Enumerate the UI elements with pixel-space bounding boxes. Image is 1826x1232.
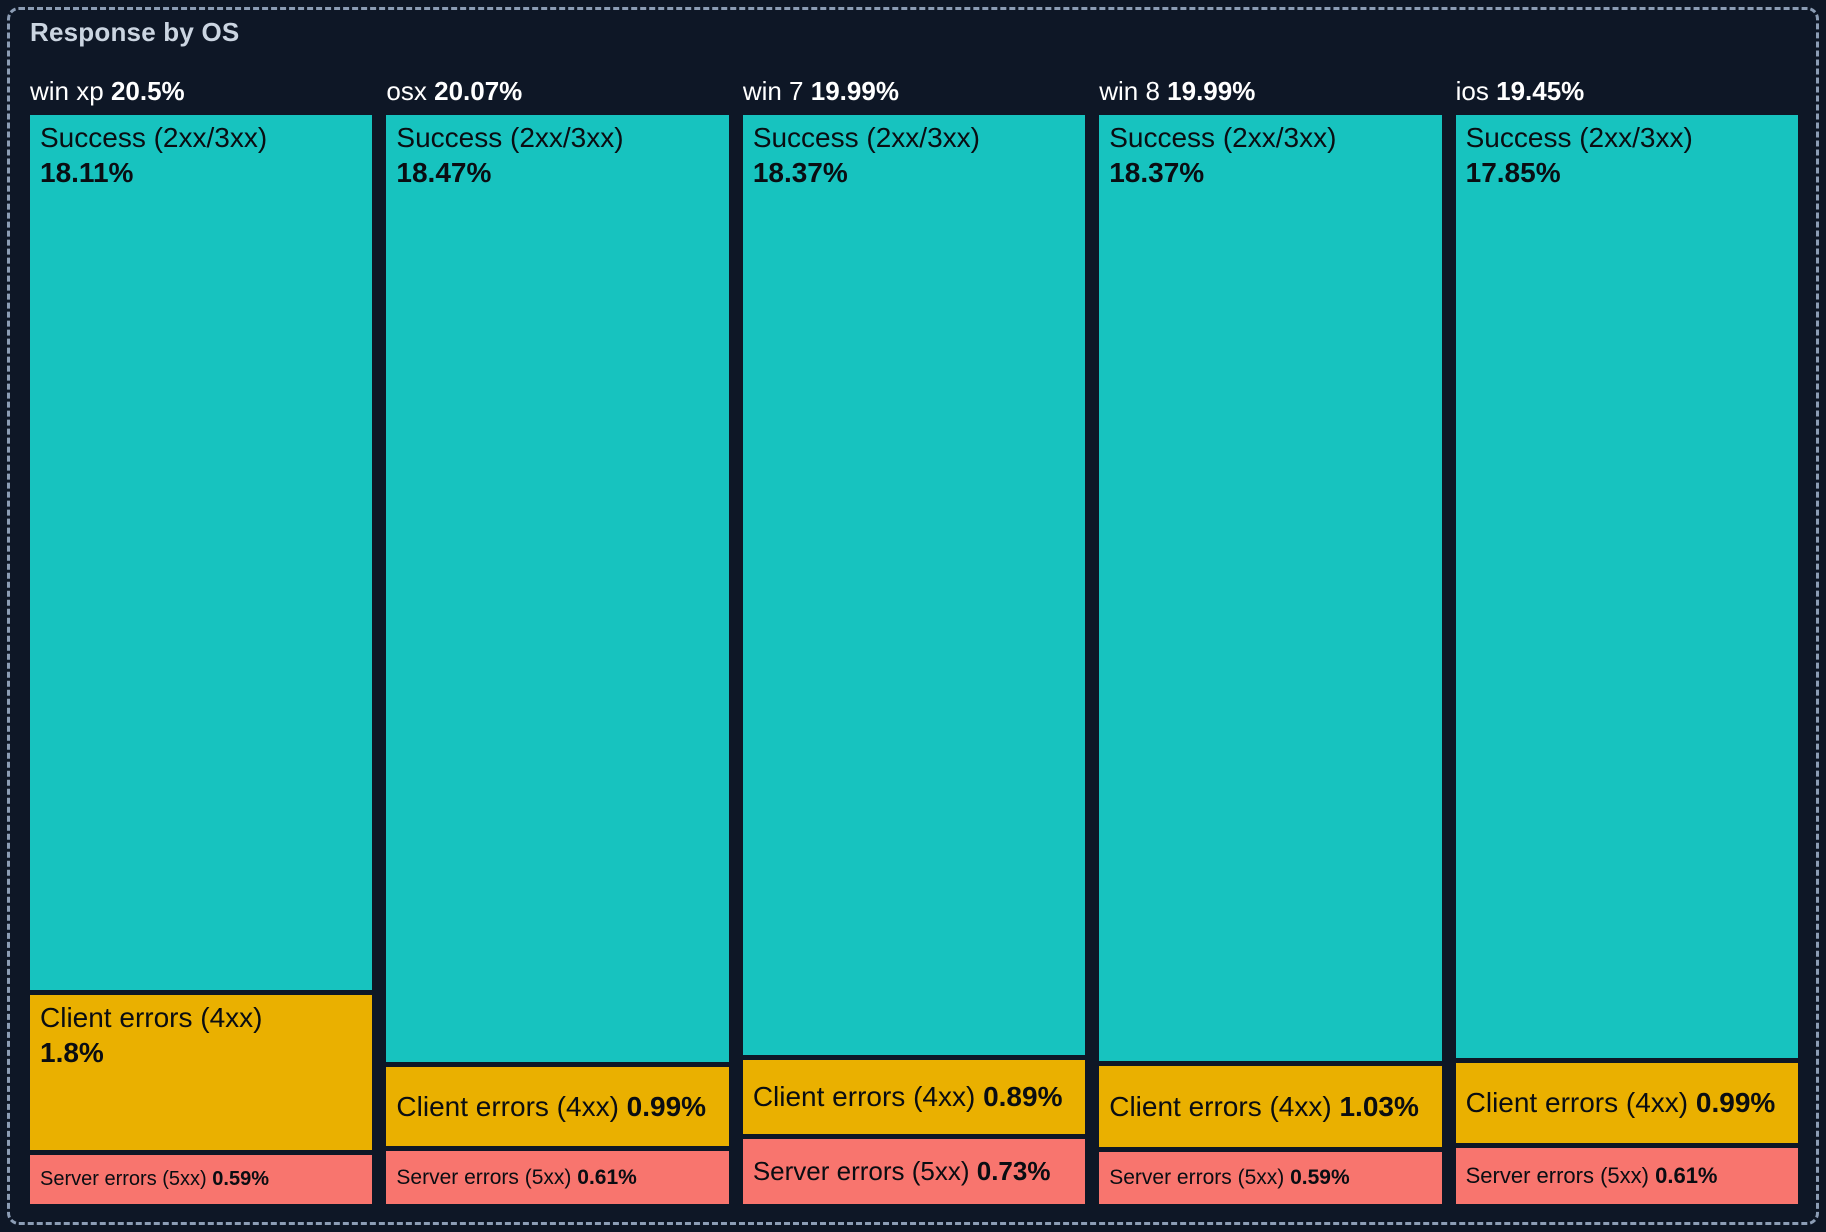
- segment-name: Server errors (5xx): [752, 1155, 970, 1186]
- treemap-segment-success[interactable]: Success (2xx/3xx) 17.85%: [1455, 115, 1799, 1059]
- treemap-column-ios: ios 19.45% Success (2xx/3xx) 17.85% Client …: [1455, 76, 1799, 1205]
- column-total-percent: 19.99%: [1167, 76, 1256, 106]
- column-total-percent: 20.07%: [434, 76, 523, 106]
- segment-percent: 0.99%: [1695, 1087, 1776, 1119]
- column-stack: Success (2xx/3xx) 18.37% Client errors (4x…: [742, 115, 1086, 1204]
- segment-percent: 0.61%: [1655, 1163, 1718, 1189]
- column-stack: Success (2xx/3xx) 17.85% Client errors (4x…: [1455, 115, 1799, 1205]
- column-total-percent: 19.45%: [1496, 76, 1585, 106]
- treemap-segment-success[interactable]: Success (2xx/3xx) 18.11%: [30, 115, 373, 991]
- segment-name: Success (2xx/3xx): [1465, 122, 1693, 153]
- column-label: win 8 19.99%: [1099, 76, 1441, 115]
- segment-percent: 1.8%: [40, 1037, 104, 1069]
- segment-percent: 1.03%: [1339, 1090, 1419, 1122]
- column-total-percent: 20.5%: [110, 76, 185, 106]
- treemap-columns: win xp 20.5% Success (2xx/3xx) 18.11% Clien…: [30, 76, 1799, 1205]
- segment-name: Client errors (4xx): [1465, 1087, 1689, 1119]
- treemap-segment-server_errors[interactable]: Server errors (5xx) 0.59%: [1099, 1152, 1442, 1204]
- treemap-column-win-xp: win xp 20.5% Success (2xx/3xx) 18.11% Clien…: [30, 76, 373, 1204]
- treemap-segment-success[interactable]: Success (2xx/3xx) 18.37%: [1099, 115, 1442, 1062]
- treemap-segment-client_errors[interactable]: Client errors (4xx) 0.99%: [1455, 1063, 1799, 1144]
- segment-percent: 0.73%: [976, 1155, 1051, 1186]
- column-os-name: win xp: [30, 76, 104, 106]
- column-label: ios 19.45%: [1456, 76, 1798, 115]
- column-label: win 7 19.99%: [743, 76, 1085, 115]
- segment-percent: 18.37%: [1109, 157, 1205, 188]
- treemap-segment-server_errors[interactable]: Server errors (5xx) 0.59%: [30, 1154, 373, 1204]
- treemap-segment-client_errors[interactable]: Client errors (4xx) 0.89%: [742, 1059, 1086, 1134]
- panel-title: Response by OS: [30, 17, 240, 47]
- segment-name: Client errors (4xx): [752, 1080, 976, 1112]
- segment-percent: 18.47%: [396, 157, 492, 188]
- segment-percent: 0.89%: [983, 1080, 1063, 1112]
- treemap-segment-server_errors[interactable]: Server errors (5xx) 0.73%: [742, 1138, 1086, 1204]
- treemap-segment-success[interactable]: Success (2xx/3xx) 18.37%: [742, 115, 1086, 1055]
- treemap-segment-server_errors[interactable]: Server errors (5xx) 0.61%: [386, 1151, 729, 1204]
- segment-percent: 18.11%: [40, 157, 134, 188]
- segment-name: Success (2xx/3xx): [752, 122, 980, 153]
- column-stack: Success (2xx/3xx) 18.37% Client errors (4x…: [1099, 115, 1442, 1204]
- segment-percent: 0.61%: [577, 1165, 637, 1189]
- segment-name: Client errors (4xx): [1109, 1090, 1332, 1122]
- treemap-column-win-8: win 8 19.99% Success (2xx/3xx) 18.37% Clien…: [1099, 76, 1442, 1204]
- segment-percent: 0.59%: [1290, 1166, 1350, 1189]
- treemap-segment-client_errors[interactable]: Client errors (4xx) 1.03%: [1099, 1066, 1442, 1148]
- segment-percent: 18.37%: [752, 157, 848, 188]
- treemap-segment-client_errors[interactable]: Client errors (4xx) 0.99%: [386, 1067, 729, 1147]
- segment-percent: 17.85%: [1465, 157, 1561, 188]
- column-os-name: win 8: [1099, 76, 1160, 106]
- column-stack: Success (2xx/3xx) 18.47% Client errors (4x…: [386, 115, 729, 1204]
- segment-name: Server errors (5xx): [1465, 1163, 1649, 1189]
- segment-name: Client errors (4xx): [396, 1090, 619, 1122]
- treemap-segment-success[interactable]: Success (2xx/3xx) 18.47%: [386, 115, 729, 1063]
- segment-name: Success (2xx/3xx): [40, 122, 268, 153]
- treemap-column-osx: osx 20.07% Success (2xx/3xx) 18.47% Client …: [386, 76, 729, 1204]
- column-os-name: win 7: [742, 76, 804, 106]
- treemap-segment-server_errors[interactable]: Server errors (5xx) 0.61%: [1455, 1148, 1799, 1205]
- treemap-segment-client_errors[interactable]: Client errors (4xx) 1.8%: [30, 995, 373, 1150]
- column-total-percent: 19.99%: [810, 76, 899, 106]
- segment-name: Success (2xx/3xx): [396, 122, 624, 153]
- segment-percent: 0.99%: [626, 1090, 707, 1122]
- segment-name: Server errors (5xx): [1109, 1166, 1285, 1189]
- column-label: osx 20.07%: [386, 76, 728, 115]
- segment-name: Server errors (5xx): [396, 1165, 572, 1189]
- treemap-column-win-7: win 7 19.99% Success (2xx/3xx) 18.37% Clien…: [742, 76, 1086, 1204]
- segment-name: Server errors (5xx): [40, 1167, 207, 1190]
- segment-name: Client errors (4xx): [40, 1002, 263, 1034]
- column-os-name: ios: [1455, 76, 1489, 106]
- column-label: win xp 20.5%: [30, 76, 372, 115]
- column-stack: Success (2xx/3xx) 18.11% Client errors (4x…: [30, 115, 373, 1204]
- column-os-name: osx: [386, 76, 427, 106]
- segment-percent: 0.59%: [212, 1167, 269, 1190]
- segment-name: Success (2xx/3xx): [1109, 122, 1337, 153]
